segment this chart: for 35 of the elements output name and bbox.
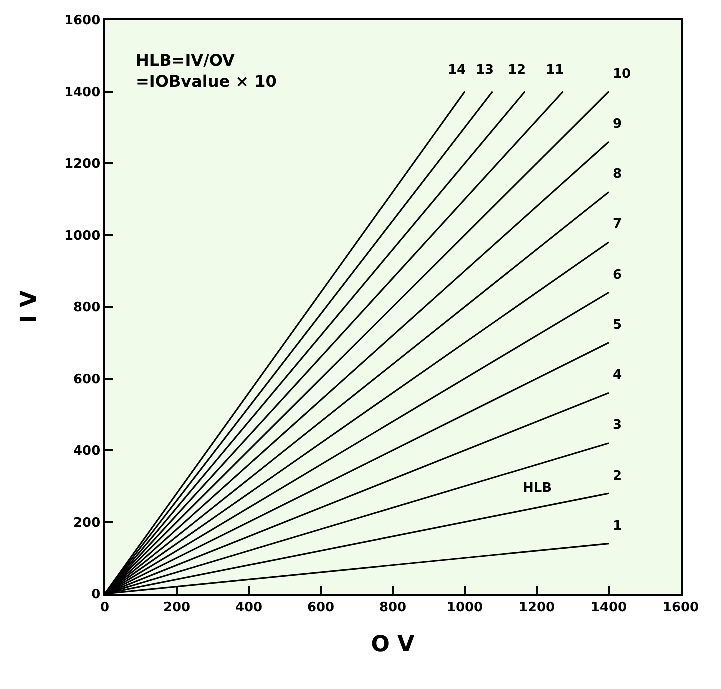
x-tick-label: 1600 (662, 600, 700, 616)
annotation: HLB=IV/OV =IOBvalue × 10 (136, 51, 277, 91)
x-axis-title: O V (371, 632, 415, 658)
series-label: 4 (613, 368, 622, 383)
y-tick-label: 1400 (64, 85, 101, 100)
series-label: 2 (613, 469, 622, 484)
y-tick-label: 1200 (64, 157, 101, 172)
series-label: 9 (613, 117, 622, 132)
y-axis-title: I V (16, 290, 42, 324)
x-tick-label: 1000 (446, 600, 484, 616)
series-label: 1 (613, 519, 622, 534)
annotation: HLB (523, 481, 552, 496)
y-tick-label: 200 (74, 516, 101, 531)
y-tick-label: 1000 (64, 228, 101, 244)
series-label: 8 (613, 167, 622, 182)
x-tick-label: 800 (379, 600, 407, 616)
series-label: 7 (613, 217, 622, 232)
series-label: 5 (613, 318, 622, 333)
y-tick-label: 800 (74, 300, 101, 316)
series-label: 6 (613, 268, 622, 283)
series-label: 12 (508, 63, 526, 78)
series-label: 11 (546, 63, 564, 78)
y-tick-label: 400 (74, 444, 101, 460)
x-tick-label: 1200 (518, 600, 556, 616)
series-label: 3 (613, 418, 622, 433)
series-label: 10 (613, 67, 632, 82)
x-tick-label: 600 (307, 600, 335, 616)
y-tick-label: 0 (92, 588, 101, 603)
y-tick-label: 1600 (64, 14, 101, 29)
x-tick-label: 1400 (590, 600, 628, 616)
x-tick-label: 400 (235, 600, 263, 616)
series-label: 14 (448, 63, 466, 78)
x-tick-label: 200 (163, 600, 191, 616)
series-label: 13 (476, 63, 494, 78)
y-tick-label: 600 (74, 372, 101, 388)
